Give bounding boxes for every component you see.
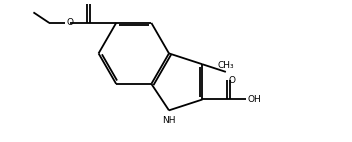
Text: NH: NH (162, 116, 176, 125)
Text: O: O (86, 0, 93, 2)
Text: CH₃: CH₃ (218, 61, 234, 70)
Text: OH: OH (247, 95, 261, 104)
Text: O: O (229, 76, 236, 85)
Text: O: O (67, 18, 74, 27)
